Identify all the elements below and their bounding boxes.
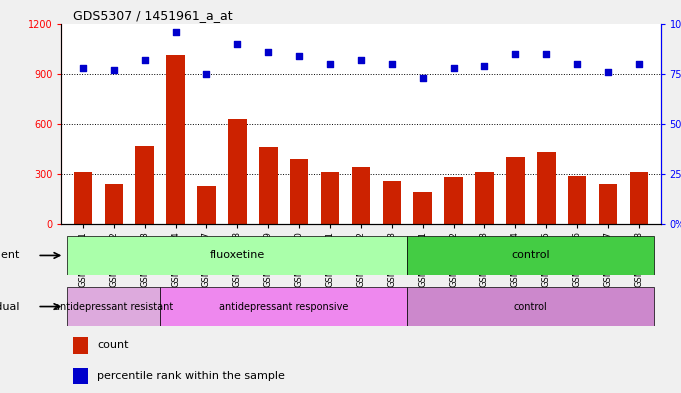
Bar [228, 119, 247, 224]
Point [479, 62, 490, 69]
Point [448, 64, 459, 71]
Point [417, 75, 428, 81]
Text: antidepressant resistant: antidepressant resistant [54, 301, 174, 312]
Bar [475, 172, 494, 224]
Bar [407, 287, 654, 326]
Point [170, 28, 181, 35]
Bar [568, 176, 586, 224]
Bar [506, 157, 524, 224]
Point [355, 57, 366, 63]
Bar [537, 152, 556, 224]
Bar [290, 159, 308, 224]
Text: count: count [97, 340, 129, 351]
Point [572, 61, 583, 67]
Bar [197, 185, 216, 224]
Bar [351, 167, 370, 224]
Bar [74, 368, 89, 384]
Bar [630, 172, 648, 224]
Point [108, 66, 119, 73]
Bar [259, 147, 278, 224]
Text: GDS5307 / 1451961_a_at: GDS5307 / 1451961_a_at [74, 9, 233, 22]
Point [78, 64, 89, 71]
Point [510, 50, 521, 57]
Bar [321, 172, 339, 224]
Text: antidepressant responsive: antidepressant responsive [219, 301, 349, 312]
Text: agent: agent [0, 250, 19, 261]
Bar [166, 55, 185, 224]
Bar [407, 236, 654, 275]
Point [232, 40, 243, 47]
Bar [383, 180, 401, 224]
Point [386, 61, 397, 67]
Bar [74, 337, 89, 354]
Point [633, 61, 644, 67]
Text: individual: individual [0, 301, 19, 312]
Text: control: control [514, 301, 548, 312]
Bar [74, 172, 92, 224]
Bar [599, 184, 617, 224]
Text: percentile rank within the sample: percentile rank within the sample [97, 371, 285, 381]
Bar [413, 192, 432, 224]
Point [325, 61, 336, 67]
Point [263, 48, 274, 55]
Bar [67, 287, 160, 326]
Text: fluoxetine: fluoxetine [210, 250, 265, 261]
Bar [160, 287, 407, 326]
Text: control: control [511, 250, 550, 261]
Bar [67, 236, 407, 275]
Point [201, 70, 212, 77]
Bar [105, 184, 123, 224]
Bar [444, 177, 463, 224]
Bar [136, 145, 154, 224]
Point [139, 57, 150, 63]
Point [603, 68, 614, 75]
Point [541, 50, 552, 57]
Point [294, 53, 304, 59]
